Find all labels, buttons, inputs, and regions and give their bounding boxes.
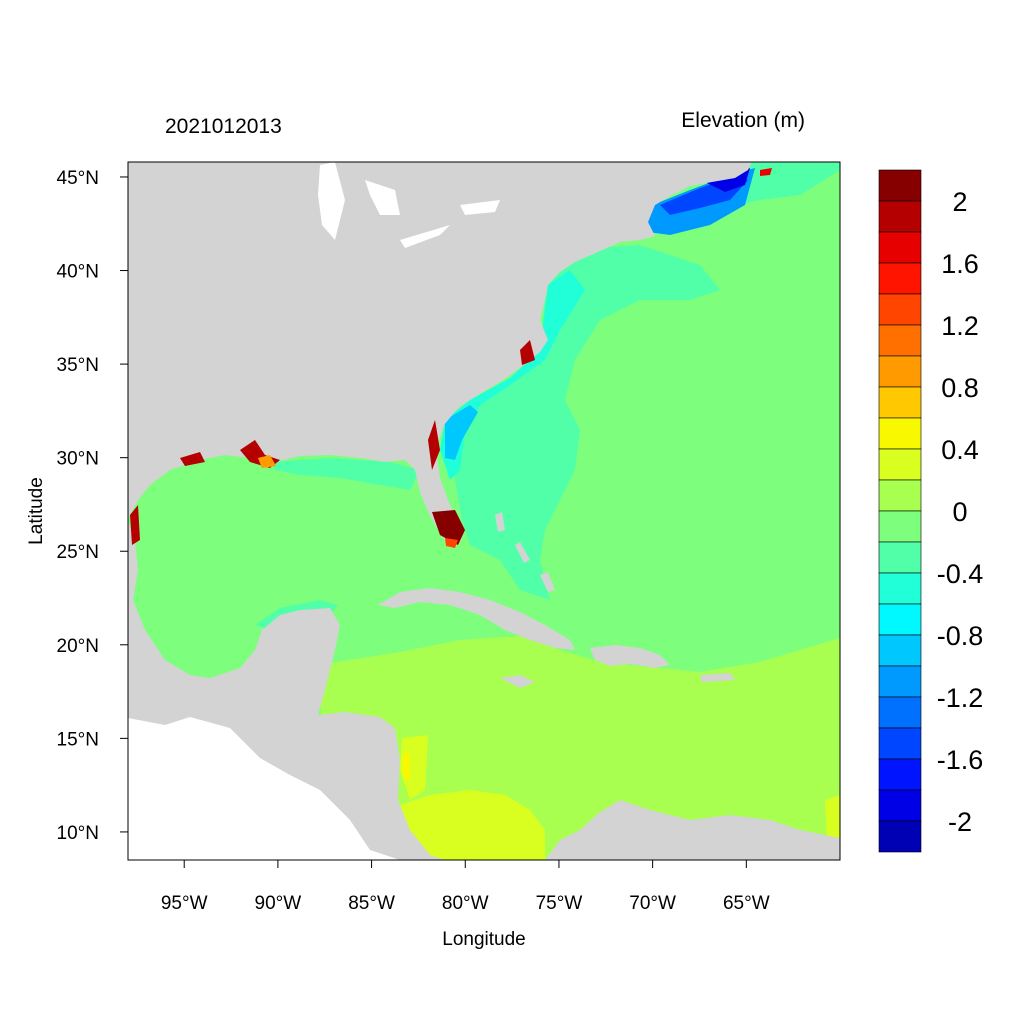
- x-tick-label: 65°W: [723, 893, 770, 914]
- south-florida-high: [432, 510, 465, 545]
- colorbar-label: -0.8: [937, 621, 984, 651]
- y-tick-label: 45°N: [57, 168, 99, 189]
- nicaragua-coast-peak: [403, 752, 410, 780]
- colorbar-label: 0.4: [941, 435, 979, 465]
- coastal-cyan-band: [440, 270, 585, 480]
- map-area: [128, 162, 840, 860]
- maine-coast-high: [760, 168, 772, 176]
- land-hispaniola: [590, 645, 670, 668]
- great-lakes: [318, 162, 500, 248]
- colorbar-bin: [878, 169, 922, 202]
- colorbar-bin: [878, 386, 922, 419]
- colorbar-bin: [878, 293, 922, 326]
- louisiana-coast-orange: [258, 455, 276, 468]
- colorbar-label: 0.8: [941, 373, 979, 403]
- x-tick-label: 95°W: [161, 893, 208, 914]
- x-tick-label: 70°W: [629, 893, 676, 914]
- y-tick-label: 35°N: [57, 355, 99, 376]
- land-jamaica: [500, 675, 535, 688]
- sw-caribbean-high: [400, 790, 545, 860]
- x-tick-label: 85°W: [348, 893, 395, 914]
- x-axis-title: Longitude: [442, 929, 525, 950]
- colorbar-bin: [878, 479, 922, 512]
- y-tick-label: 15°N: [57, 729, 99, 750]
- colorbar-bin: [878, 789, 922, 822]
- colorbar-bin: [878, 603, 922, 636]
- atlantic-shelf-band: [450, 245, 720, 600]
- land-bahamas: [495, 512, 555, 592]
- x-tick-label: 80°W: [442, 893, 489, 914]
- colorbar-bin: [878, 820, 922, 853]
- colorbar-label: -1.2: [937, 683, 984, 713]
- y-tick-label: 40°N: [57, 262, 99, 283]
- colorbar-label: -2: [948, 807, 972, 837]
- y-tick-label: 30°N: [57, 449, 99, 470]
- colorbar-bin: [878, 510, 922, 543]
- plot-frame: [127, 161, 841, 861]
- colorbar-label: 2: [952, 187, 967, 217]
- colorbar: 2 1.6 1.2 0.8 0.4 0 -0.4 -0.8 -1.2 -1.6 -2: [878, 169, 984, 853]
- timestamp-title: 2021012013: [165, 115, 282, 138]
- x-axis: 95°W 90°W 85°W 80°W 75°W 70°W 65°W: [161, 860, 770, 914]
- colorbar-bin: [878, 355, 922, 388]
- colorbar-bin: [878, 231, 922, 264]
- colorbar-label: 1.6: [941, 249, 979, 279]
- land-puerto-rico: [700, 673, 735, 682]
- land-south-america: [545, 800, 840, 860]
- variable-title: Elevation (m): [681, 109, 805, 132]
- colorbar-label: -0.4: [937, 559, 984, 589]
- colorbar-bin: [878, 634, 922, 667]
- gulf-north-band: [270, 458, 420, 490]
- colorbar-bin: [878, 200, 922, 233]
- y-tick-label: 10°N: [57, 823, 99, 844]
- x-tick-label: 90°W: [255, 893, 302, 914]
- colorbar-bin: [878, 324, 922, 357]
- x-tick-label: 75°W: [536, 893, 583, 914]
- georgia-coast-band: [445, 405, 478, 460]
- colorbar-bin: [878, 541, 922, 574]
- y-axis-title: Latitude: [26, 477, 47, 545]
- colorbar-bin: [878, 262, 922, 295]
- y-tick-label: 20°N: [57, 636, 99, 657]
- colorbar-bin: [878, 665, 922, 698]
- colorbar-bin: [878, 696, 922, 729]
- colorbar-bin: [878, 417, 922, 450]
- south-florida-tip: [445, 538, 458, 548]
- y-tick-label: 25°N: [57, 542, 99, 563]
- colorbar-bin: [878, 758, 922, 791]
- colorbar-bin: [878, 572, 922, 605]
- land-cuba: [378, 588, 575, 650]
- land-north-america: [128, 162, 752, 548]
- colorbar-label: 0: [952, 497, 967, 527]
- colorbar-label: -1.6: [937, 745, 984, 775]
- colorbar-bin: [878, 727, 922, 760]
- nicaragua-coast-high: [400, 735, 428, 800]
- colorbar-bin: [878, 448, 922, 481]
- colorbar-label: 1.2: [941, 311, 979, 341]
- pacific-no-data: [128, 717, 400, 860]
- y-axis: 45°N 40°N 35°N 30°N 25°N 20°N 15°N 10°N: [57, 168, 128, 844]
